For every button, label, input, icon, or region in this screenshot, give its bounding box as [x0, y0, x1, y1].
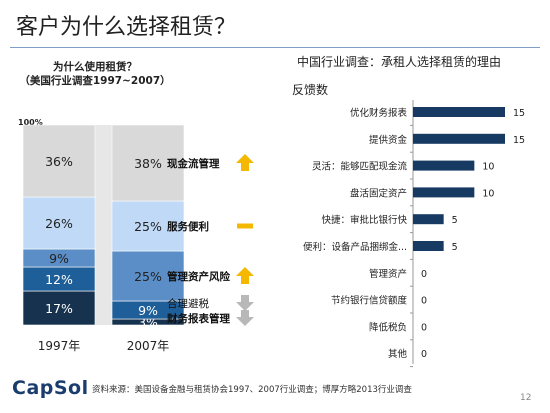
bar-segment-2-3: [111, 250, 185, 302]
value-label: 15: [513, 135, 525, 146]
value-label: 0: [421, 269, 427, 280]
stacked-chart-title: 为什么使用租赁？: [53, 60, 137, 73]
value-label: 5: [452, 242, 458, 253]
stacked-chart-subtitle: （美国行业调查1997~2007）: [19, 74, 170, 87]
hbar-chart-title: 中国行业调查：承租人选择租赁的理由: [297, 54, 501, 69]
legend-label: 合理避税: [167, 297, 209, 310]
value-label: 10: [482, 162, 494, 173]
hbar: [413, 241, 444, 251]
hbar: [413, 133, 505, 144]
bar-segment-label: 38%: [134, 156, 162, 171]
category-label: 节约银行信贷额度: [331, 295, 408, 307]
value-label: 5: [452, 215, 458, 226]
category-label: 优化财务报表: [350, 107, 408, 119]
bar-segment-label: 9%: [49, 251, 69, 266]
legend-label: 财务报表管理: [166, 312, 230, 325]
bar-segment-label: 9%: [138, 303, 158, 318]
bar-segment-2-4: [111, 200, 185, 252]
bar-segment-1-4: [22, 196, 96, 250]
connector-band: [95, 197, 112, 251]
connector-band: [95, 125, 112, 201]
horizontal-bar-chart: 中国行业调查：承租人选择租赁的理由 反馈数 优化财务报表 15 提供资金 15 灵活：能…: [292, 54, 525, 368]
hbar-chart-axis-label: 反馈数: [292, 82, 328, 97]
bar-segment-1-2: [22, 266, 96, 292]
down-arrow-icon: [236, 295, 254, 311]
hbar: [413, 214, 444, 225]
bar-segment-1-5: [22, 124, 96, 198]
source-note: 资料来源：美国设备金融与租赁协会1997、2007行业调查；博厚方略2013行业…: [92, 385, 412, 395]
bar-segment-label: 25%: [134, 269, 162, 284]
value-label: 10: [482, 188, 494, 199]
category-label: 便利：设备产品捆绑金...: [303, 241, 407, 253]
down-arrow-icon: [236, 310, 254, 326]
category-label: 快捷：审批比银行快: [321, 214, 407, 226]
category-label: 灵活：能够匹配现金流: [312, 161, 408, 173]
stacked-bars: 17%12%9%26%36%3%9%25%25%38%: [22, 124, 185, 330]
up-arrow-icon: [236, 154, 254, 171]
stacked-chart-100pct-label: 100%: [18, 118, 43, 127]
legend-label: 管理资产风险: [167, 270, 230, 283]
value-label: 0: [421, 349, 427, 360]
title-divider: [10, 47, 540, 48]
flat-dash-icon: [237, 223, 253, 229]
bar-segment-2-5: [111, 124, 185, 202]
value-label: 0: [421, 296, 427, 307]
hbar: [413, 160, 475, 171]
page-number: 12: [520, 393, 532, 403]
bar-segment-label: 17%: [45, 301, 73, 316]
category-label: 管理资产: [369, 268, 407, 280]
bar-segment-label: 25%: [134, 219, 162, 234]
category-label: 盘活固定资产: [350, 187, 407, 199]
hbar-chart-rows: 优化财务报表 15 提供资金 15 灵活：能够匹配现金流 10 盘活固定资产 10 快捷：审批比…: [303, 107, 525, 368]
x-tick-label: 2007年: [127, 339, 170, 353]
connector-band: [95, 291, 112, 325]
bar-segment-label: 36%: [45, 154, 73, 169]
connector-band: [95, 267, 112, 319]
value-label: 0: [421, 322, 427, 333]
connector-band: [95, 249, 112, 301]
stacked-chart-x-labels: 1997年 2007年: [38, 339, 170, 353]
hbar: [413, 187, 475, 198]
x-tick-label: 1997年: [38, 339, 81, 353]
segment-connectors: [95, 125, 112, 325]
category-label: 其他: [388, 348, 408, 360]
capsol-logo: CapSol: [12, 377, 89, 399]
category-label: 提供资金: [369, 134, 408, 146]
up-arrow-icon: [236, 267, 254, 284]
bar-segment-label: 26%: [45, 216, 73, 231]
slide-title: 客户为什么选择租赁？: [16, 15, 237, 40]
stacked-bar-chart: 为什么使用租赁？ （美国行业调查1997~2007） 100% 17% 12% 9%…: [18, 60, 254, 353]
category-label: 降低税负: [369, 321, 407, 333]
value-label: 15: [513, 108, 525, 119]
legend-label: 服务便利: [167, 220, 209, 233]
legend-label: 现金流管理: [167, 157, 220, 170]
hbar: [413, 107, 505, 117]
bar-segment-label: 12%: [45, 272, 73, 287]
